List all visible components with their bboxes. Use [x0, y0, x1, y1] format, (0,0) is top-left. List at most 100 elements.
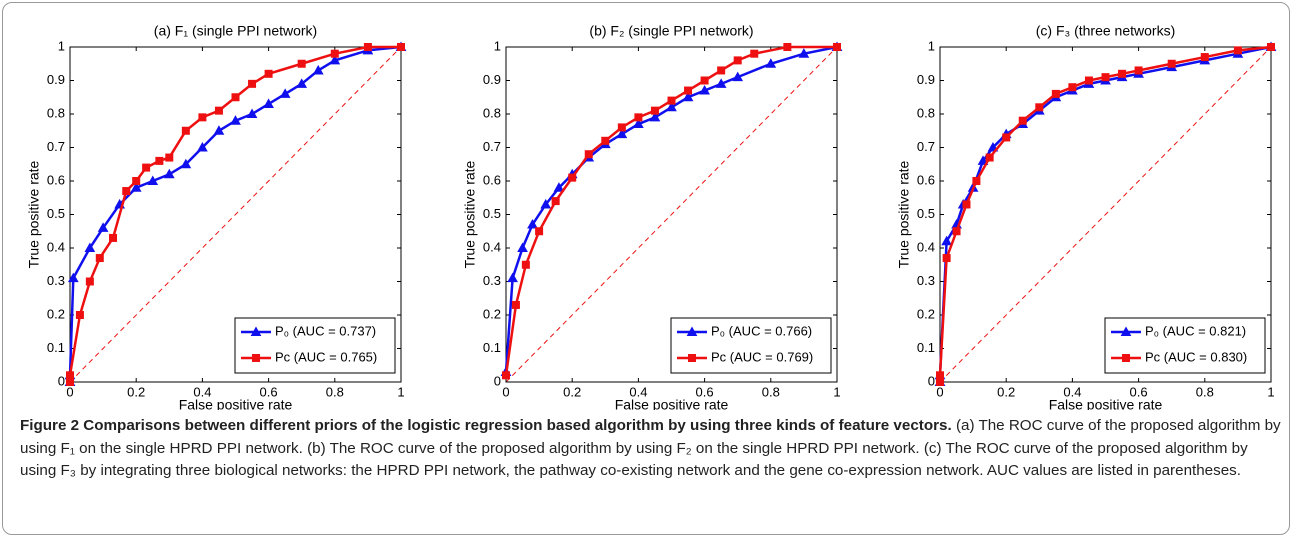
x-tick-label: 0.2	[997, 384, 1015, 399]
diagonal	[939, 46, 1272, 383]
marker	[634, 113, 643, 122]
legend	[234, 317, 396, 374]
legend-label: Pc (AUC = 0.769)	[711, 349, 813, 364]
marker	[783, 43, 792, 51]
marker	[666, 101, 677, 112]
marker	[122, 187, 131, 196]
x-tick-label: 0.6	[696, 384, 714, 399]
y-tick-label: 0.5	[47, 206, 65, 221]
caption: Figure 2 Comparisons between different p…	[20, 415, 1282, 483]
y-tick-label: 0.6	[483, 172, 501, 187]
legend-label: P₀ (AUC = 0.821)	[1145, 323, 1246, 338]
marker	[246, 108, 258, 118]
marker	[1101, 73, 1110, 82]
marker	[130, 182, 142, 192]
y-tick-label: 0.5	[483, 206, 501, 221]
chart-title: (a) F₁ (single PPI network)	[154, 23, 317, 39]
marker	[84, 242, 96, 252]
x-tick-label: 0.8	[326, 384, 344, 399]
x-tick-label: 0.6	[260, 384, 278, 399]
y-tick-label: 0.3	[483, 273, 501, 288]
marker	[1018, 116, 1027, 125]
marker	[962, 200, 971, 209]
marker	[936, 371, 944, 380]
marker	[147, 175, 159, 185]
x-tick-label: 0	[502, 384, 509, 399]
marker	[584, 150, 593, 159]
y-tick-label: 0.1	[483, 340, 501, 355]
y-tick-label: 0.3	[47, 273, 65, 288]
y-tick-label: 0.1	[47, 340, 65, 355]
y-tick-label: 0.6	[917, 172, 935, 187]
y-tick-label: 0.7	[483, 139, 501, 154]
y-tick-label: 0.9	[47, 72, 65, 87]
y-tick-label: 0	[928, 373, 935, 388]
x-tick-label: 0.4	[1063, 384, 1081, 399]
marker	[517, 242, 528, 252]
marker	[363, 43, 372, 51]
y-tick-label: 0.9	[917, 72, 935, 87]
marker	[109, 233, 118, 242]
marker	[540, 198, 552, 209]
marker	[684, 86, 693, 95]
marker	[952, 227, 961, 236]
marker	[553, 182, 565, 192]
x-tick-label: 0.6	[1130, 384, 1148, 399]
legend	[670, 317, 832, 374]
marker	[1267, 43, 1275, 51]
y-tick-label: 1	[928, 38, 935, 53]
marker	[1068, 83, 1077, 92]
x-tick-label: 1	[397, 384, 404, 399]
marker	[617, 123, 626, 132]
y-axis-label: True positive rate	[462, 160, 478, 268]
y-tick-label: 0.5	[917, 206, 935, 221]
marker	[1233, 46, 1242, 55]
marker	[1120, 326, 1132, 336]
legend-label: P₀ (AUC = 0.737)	[275, 323, 376, 338]
x-tick-label: 0	[936, 384, 943, 399]
x-tick-label: 0.8	[1196, 384, 1214, 399]
marker	[279, 88, 291, 98]
marker	[1200, 53, 1209, 62]
marker	[75, 311, 84, 319]
chart-title: (b) F₂ (single PPI network)	[589, 23, 753, 39]
x-tick-label: 0.4	[629, 384, 647, 399]
x-tick-label: 0.4	[193, 384, 211, 399]
marker	[688, 354, 696, 362]
x-tick-label: 0.8	[762, 384, 780, 399]
marker	[231, 93, 240, 102]
diagonal	[69, 46, 402, 383]
marker	[733, 56, 742, 65]
marker	[521, 260, 530, 269]
marker	[230, 115, 241, 125]
x-tick-label: 0.2	[563, 384, 581, 399]
figure: 0 0.2 0.4 0.6 0.8 1 0 0.1 0.2 0.3 0.4 0.5 0.6 0.7 0.8 0…	[26, 23, 1277, 410]
marker	[66, 378, 74, 386]
y-tick-label: 0.9	[483, 72, 501, 87]
chart-title: (c) F₃ (three networks)	[1036, 23, 1176, 39]
marker	[296, 78, 308, 88]
legend-label: Pc (AUC = 0.830)	[1145, 349, 1247, 364]
marker	[329, 54, 341, 65]
marker	[180, 158, 192, 169]
marker	[1035, 103, 1044, 112]
marker	[163, 168, 175, 179]
y-tick-label: 0.2	[917, 306, 935, 321]
x-tick-label: 1	[1267, 384, 1274, 399]
y-tick-label: 1	[58, 38, 65, 53]
marker	[263, 98, 274, 108]
marker	[95, 254, 104, 263]
marker	[511, 300, 520, 309]
marker	[633, 118, 644, 129]
y-tick-label: 0.7	[917, 139, 935, 154]
marker	[67, 272, 79, 283]
marker	[252, 354, 260, 362]
marker	[1002, 133, 1011, 142]
marker	[977, 155, 989, 165]
marker	[66, 371, 74, 380]
marker	[568, 173, 577, 182]
caption-text: (a) The ROC curve of the proposed algori…	[20, 417, 1281, 479]
marker	[330, 49, 339, 58]
legend-label: Pc (AUC = 0.765)	[275, 349, 377, 364]
